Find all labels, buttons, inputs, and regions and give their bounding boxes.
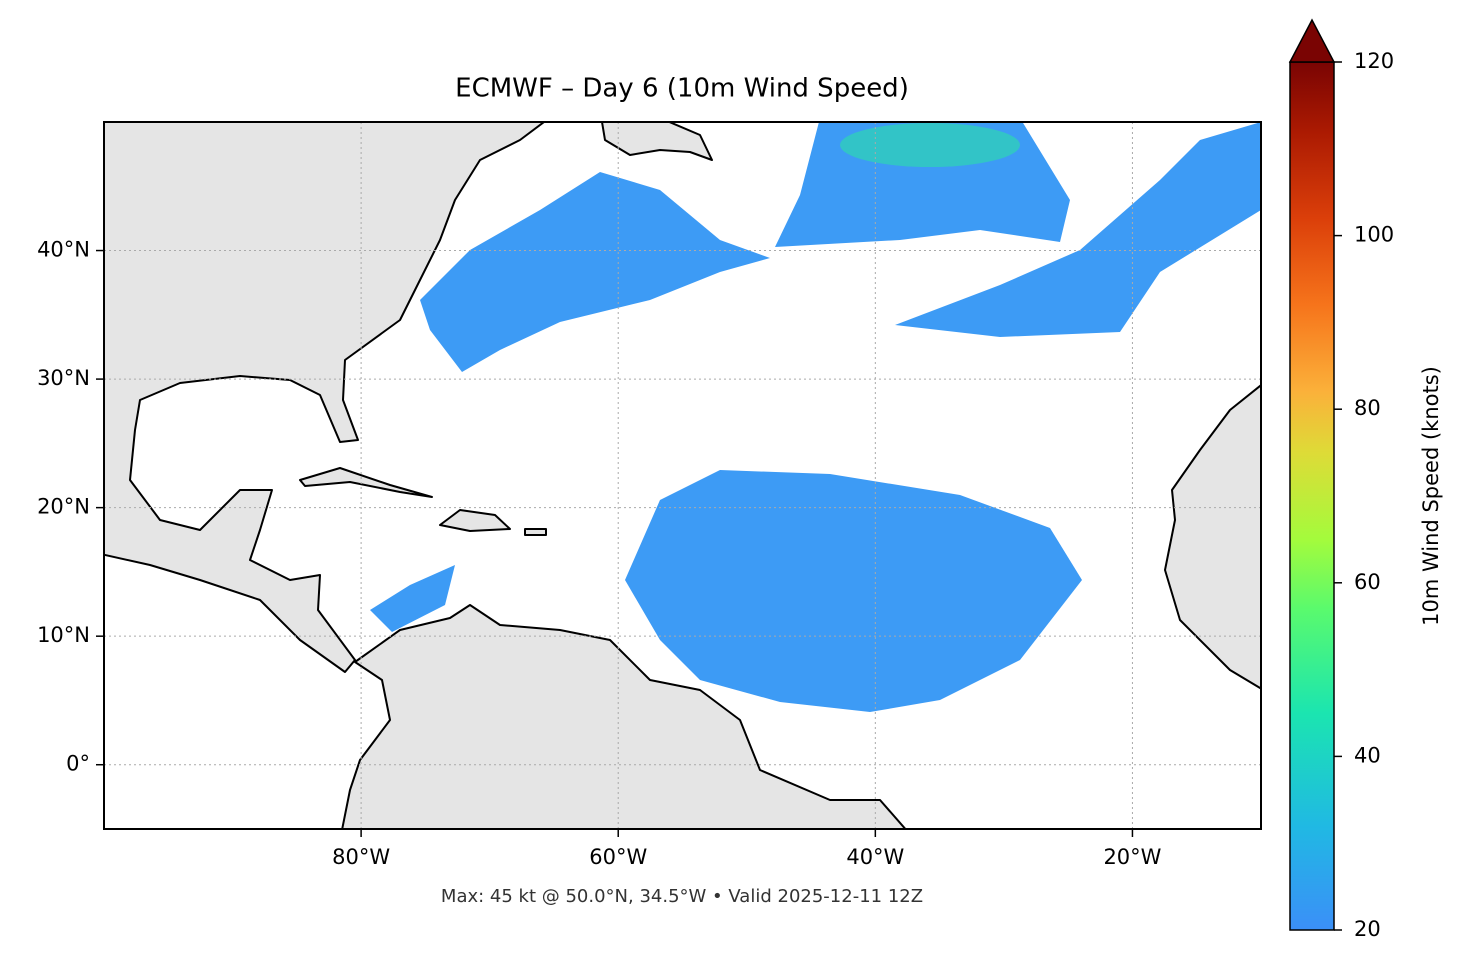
wind-field (895, 122, 1261, 337)
hispaniola (439, 509, 511, 532)
x-tick-label: 60°W (589, 845, 647, 869)
chart-title: ECMWF – Day 6 (10m Wind Speed) (455, 74, 909, 104)
colorbar-tick-label: 100 (1354, 223, 1394, 247)
wind-core (840, 123, 1020, 167)
y-tick-label: 0° (66, 752, 90, 776)
y-tick-label: 10°N (37, 623, 90, 647)
colorbar-tick-label: 20 (1354, 917, 1381, 941)
wind-field (370, 565, 455, 632)
newfoundland (600, 122, 713, 161)
africa (1164, 383, 1261, 690)
wind-field (625, 470, 1082, 712)
map-frame (103, 121, 1262, 830)
south-america (341, 604, 907, 829)
x-tick-label: 80°W (332, 845, 390, 869)
colorbar-tick-label: 120 (1354, 49, 1394, 73)
x-tick-label: 40°W (846, 845, 904, 869)
colorbar-tick-label: 40 (1354, 743, 1381, 767)
cuba (299, 467, 433, 498)
colorbar (1289, 61, 1335, 931)
wind-field (420, 172, 770, 372)
x-tick-label: 20°W (1103, 845, 1161, 869)
colorbar-tick-label: 60 (1354, 570, 1381, 594)
footnote: Max: 45 kt @ 50.0°N, 34.5°W • Valid 2025… (441, 886, 923, 907)
y-tick-label: 20°N (37, 495, 90, 519)
y-tick-label: 30°N (37, 366, 90, 390)
colorbar-tick-label: 80 (1354, 396, 1381, 420)
north-america (104, 122, 546, 673)
map-layers (104, 122, 1261, 829)
puerto-rico (524, 528, 547, 536)
colorbar-label: 10m Wind Speed (knots) (1419, 366, 1443, 626)
colorbar-extend (1288, 18, 1336, 63)
y-tick-label: 40°N (37, 238, 90, 262)
